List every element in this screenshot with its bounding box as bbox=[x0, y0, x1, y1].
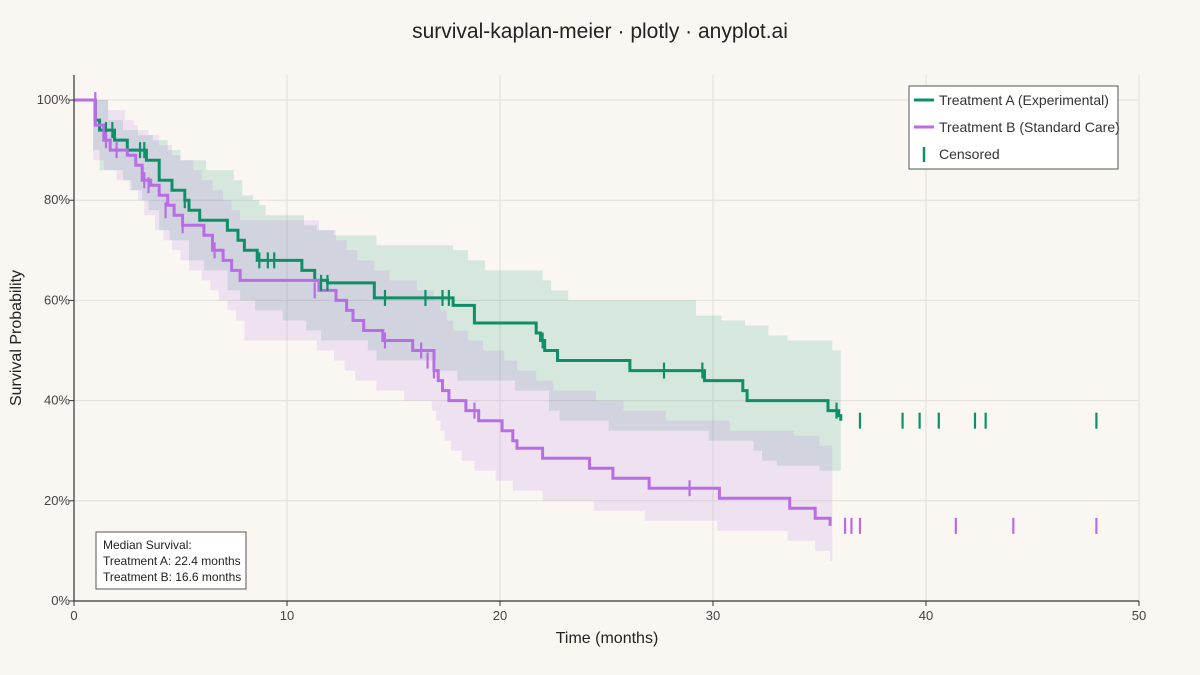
legend-label-treatment-b: Treatment B (Standard Care) bbox=[939, 119, 1120, 135]
ci-band-treatment-b bbox=[93, 100, 833, 561]
legend-label-treatment-a: Treatment A (Experimental) bbox=[939, 92, 1109, 108]
y-axis-title: Survival Probability bbox=[8, 270, 25, 406]
y-tick-label: 80% bbox=[44, 192, 70, 207]
ci-band-treatment-a bbox=[93, 100, 841, 471]
y-tick-label: 60% bbox=[44, 292, 70, 307]
median-heading: Median Survival: bbox=[103, 538, 192, 552]
x-tick-label: 50 bbox=[1132, 608, 1146, 623]
legend-box bbox=[908, 85, 1119, 170]
median-treatment-a: Treatment A: 22.4 months bbox=[103, 554, 241, 568]
legend: Treatment A (Experimental) Treatment B (… bbox=[908, 85, 1120, 170]
median-box-frame bbox=[95, 531, 247, 590]
y-tick-label: 0% bbox=[51, 593, 70, 608]
x-axis-title: Time (months) bbox=[556, 630, 659, 647]
x-tick-label: 40 bbox=[919, 608, 933, 623]
x-tick-label: 30 bbox=[706, 608, 720, 623]
survival-curves bbox=[74, 98, 843, 526]
y-tick-label: 40% bbox=[44, 393, 70, 408]
x-tick-label: 10 bbox=[280, 608, 294, 623]
y-tick-label: 100% bbox=[37, 92, 71, 107]
axis-ticks: 0 10 20 30 40 50 0% 20% 40% 60% 80% 100% bbox=[37, 92, 1146, 623]
legend-label-censored: Censored bbox=[939, 146, 1000, 162]
x-tick-label: 20 bbox=[493, 608, 507, 623]
y-tick-label: 20% bbox=[44, 493, 70, 508]
survival-line-treatment-b bbox=[74, 98, 832, 526]
confidence-bands bbox=[93, 100, 841, 561]
x-tick-label: 0 bbox=[70, 608, 77, 623]
survival-line-treatment-a bbox=[74, 98, 843, 421]
median-survival-box: Median Survival: Treatment A: 22.4 month… bbox=[95, 531, 247, 590]
median-treatment-b: Treatment B: 16.6 months bbox=[103, 570, 241, 584]
censored-markers bbox=[94, 92, 1098, 534]
chart-title: survival-kaplan-meier · plotly · anyplot… bbox=[412, 20, 788, 43]
